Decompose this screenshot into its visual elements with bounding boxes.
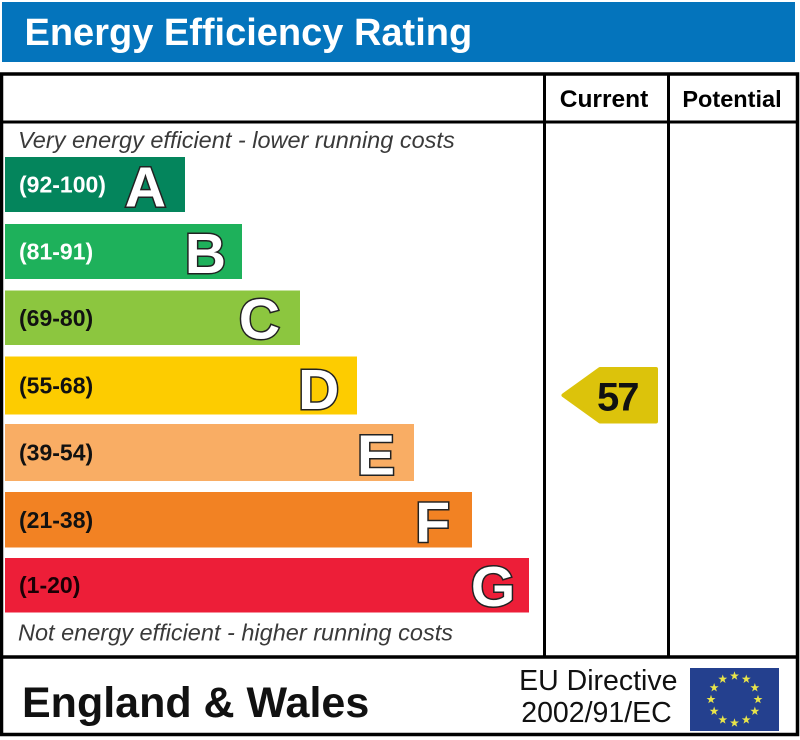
svg-text:Energy Efficiency Rating: Energy Efficiency Rating bbox=[25, 12, 473, 54]
svg-text:(81-91): (81-91) bbox=[19, 239, 93, 265]
svg-text:Potential: Potential bbox=[682, 86, 781, 112]
svg-text:A: A bbox=[125, 156, 166, 220]
svg-text:(39-54): (39-54) bbox=[19, 440, 93, 466]
svg-text:England & Wales: England & Wales bbox=[22, 679, 369, 727]
svg-text:D: D bbox=[298, 358, 339, 422]
svg-text:(21-38): (21-38) bbox=[19, 507, 93, 533]
svg-text:E: E bbox=[357, 424, 395, 488]
svg-text:2002/91/EC: 2002/91/EC bbox=[521, 697, 672, 729]
svg-text:(92-100): (92-100) bbox=[19, 172, 106, 198]
svg-text:(55-68): (55-68) bbox=[19, 373, 93, 399]
svg-text:B: B bbox=[185, 222, 226, 286]
svg-text:C: C bbox=[239, 288, 280, 352]
svg-text:(1-20): (1-20) bbox=[19, 572, 80, 598]
svg-text:Very energy efficient - lower: Very energy efficient - lower running co… bbox=[18, 127, 455, 153]
svg-text:G: G bbox=[471, 555, 515, 619]
svg-text:57: 57 bbox=[597, 376, 638, 420]
svg-text:Current: Current bbox=[560, 86, 648, 113]
svg-text:Not energy efficient - higher: Not energy efficient - higher running co… bbox=[18, 620, 453, 646]
svg-text:(69-80): (69-80) bbox=[19, 305, 93, 331]
svg-text:EU Directive: EU Directive bbox=[519, 665, 677, 697]
svg-text:F: F bbox=[415, 491, 450, 555]
